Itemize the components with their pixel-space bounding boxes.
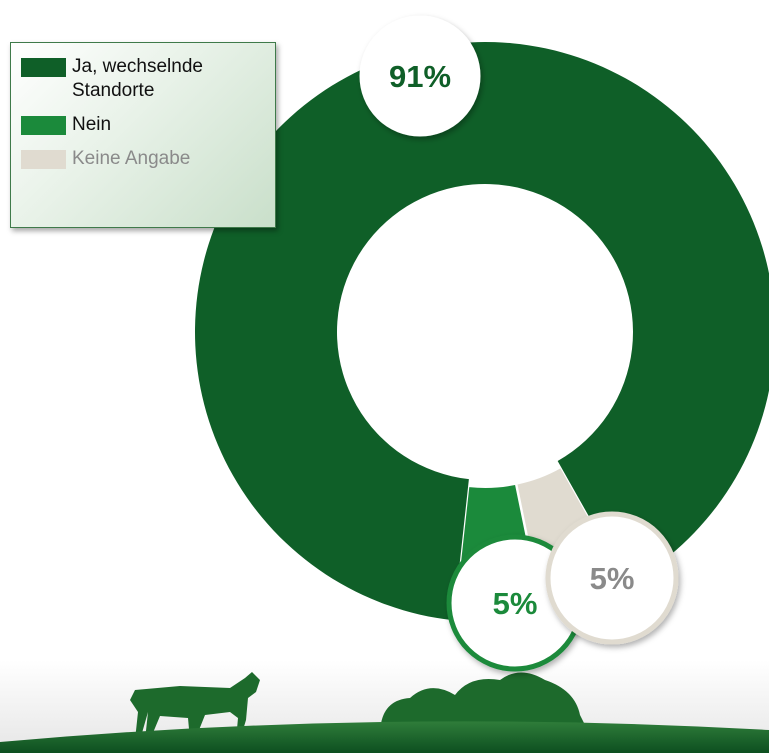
data-label: 91% — [389, 59, 451, 94]
legend-item: Ja, wechselnde Standorte — [21, 55, 265, 103]
data-label: 5% — [590, 561, 635, 596]
legend-label: Keine Angabe — [72, 148, 191, 169]
label-bubble — [545, 511, 679, 645]
donut-segment — [195, 42, 769, 621]
landscape — [0, 660, 769, 753]
legend-swatch — [21, 150, 66, 169]
cow — [130, 672, 260, 740]
trees — [380, 672, 590, 735]
legend-label: Ja, wechselnde Standorte — [72, 56, 203, 101]
label-bubble — [359, 15, 481, 137]
hill — [0, 721, 769, 753]
data-label: 5% — [493, 586, 538, 621]
legend: Ja, wechselnde Standorte Nein Keine Angabe — [10, 42, 276, 228]
legend-item: Nein — [21, 113, 265, 137]
legend-label: Nein — [72, 114, 112, 135]
legend-item: Keine Angabe — [21, 147, 265, 171]
legend-swatch — [21, 58, 66, 77]
legend-swatch — [21, 116, 66, 135]
